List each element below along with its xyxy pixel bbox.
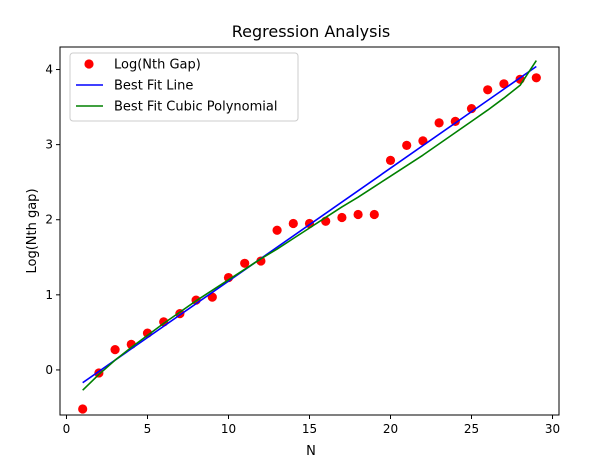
x-tick-label: 10 [221, 422, 236, 436]
data-point [256, 256, 266, 266]
legend-box [69, 52, 299, 122]
y-tick-label: 3 [45, 138, 53, 152]
data-point [78, 404, 88, 414]
legend-marker-swatch [84, 59, 94, 69]
data-point [288, 218, 298, 229]
legend-label: Log(Nth Gap) [114, 58, 201, 73]
y-axis-label: Log(Nth gap) [25, 188, 40, 273]
y-tick-label: 0 [45, 363, 53, 377]
data-point [402, 140, 412, 150]
best-fit-cubic-curve [82, 60, 537, 391]
data-point [531, 73, 541, 83]
x-tick-label: 15 [302, 422, 317, 436]
data-point [353, 209, 363, 220]
legend-entry: Best Fit Line [76, 79, 193, 94]
x-tick-label: 25 [464, 422, 479, 436]
x-tick-label: 0 [63, 422, 71, 436]
data-point [369, 209, 379, 220]
data-point [483, 85, 493, 95]
chart-title: Regression Analysis [232, 22, 391, 41]
data-point [337, 212, 347, 223]
y-tick-label: 4 [45, 63, 53, 77]
data-point [499, 79, 509, 89]
y-axis: 0 1 2 3 4 [45, 63, 60, 377]
best-fit-line [82, 65, 537, 384]
legend-entry: Log(Nth Gap) [84, 58, 201, 73]
y-tick-label: 1 [45, 288, 53, 302]
data-point [110, 345, 120, 355]
x-axis-label: N [306, 444, 316, 459]
y-tick-label: 2 [45, 213, 53, 227]
data-point [272, 225, 282, 235]
data-point [385, 155, 396, 166]
legend: Log(Nth Gap) Best Fit Line Best Fit Cubic … [69, 52, 299, 122]
plot-area [78, 60, 541, 414]
x-tick-label: 5 [144, 422, 152, 436]
legend-label: Best Fit Line [114, 79, 193, 94]
data-point [434, 118, 444, 128]
legend-entry: Best Fit Cubic Polynomial [76, 100, 277, 115]
x-tick-label: 30 [545, 422, 560, 436]
x-axis: 0 5 10 15 20 25 30 [63, 415, 560, 436]
x-tick-label: 20 [383, 422, 398, 436]
data-point [240, 258, 250, 268]
legend-label: Best Fit Cubic Polynomial [114, 100, 277, 115]
